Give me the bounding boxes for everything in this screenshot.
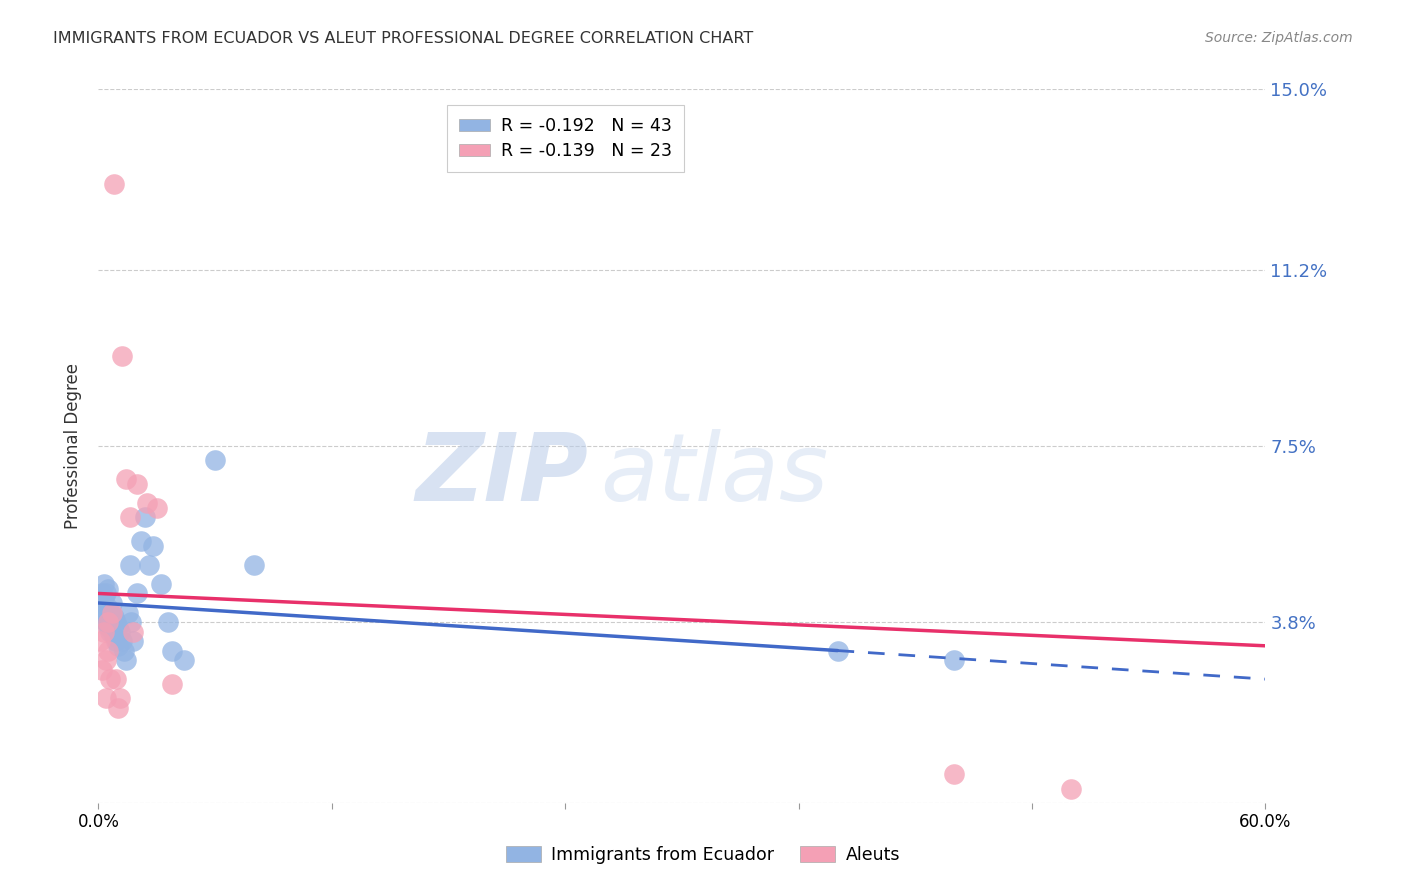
Point <box>114 472 136 486</box>
Point <box>204 453 226 467</box>
Point <box>97 600 120 615</box>
Point <box>89 606 111 620</box>
Point <box>93 577 115 591</box>
Point <box>96 615 118 629</box>
Point <box>107 700 129 714</box>
Point <box>91 663 114 677</box>
Legend: Immigrants from Ecuador, Aleuts: Immigrants from Ecuador, Aleuts <box>498 838 908 872</box>
Point <box>157 615 180 629</box>
Point <box>111 349 134 363</box>
Point <box>104 615 127 629</box>
Point <box>112 643 135 657</box>
Point <box>1060 781 1083 796</box>
Point <box>93 591 115 606</box>
Point <box>91 586 114 600</box>
Point <box>243 558 266 572</box>
Point <box>91 596 114 610</box>
Point <box>103 629 125 643</box>
Point <box>101 615 124 629</box>
Point <box>89 634 111 648</box>
Point <box>149 577 172 591</box>
Point <box>943 653 966 667</box>
Point <box>101 606 124 620</box>
Y-axis label: Professional Degree: Professional Degree <box>65 363 83 529</box>
Point <box>122 624 145 639</box>
Point <box>97 615 120 629</box>
Text: atlas: atlas <box>600 429 828 520</box>
Point <box>97 582 120 596</box>
Point <box>93 624 115 639</box>
Point <box>96 691 118 706</box>
Legend: R = -0.192   N = 43, R = -0.139   N = 23: R = -0.192 N = 43, R = -0.139 N = 23 <box>447 105 683 172</box>
Point <box>107 620 129 634</box>
Point <box>943 767 966 781</box>
Point <box>108 624 131 639</box>
Point <box>96 653 118 667</box>
Point <box>827 643 849 657</box>
Text: IMMIGRANTS FROM ECUADOR VS ALEUT PROFESSIONAL DEGREE CORRELATION CHART: IMMIGRANTS FROM ECUADOR VS ALEUT PROFESS… <box>53 31 754 46</box>
Point <box>93 600 115 615</box>
Point <box>118 510 141 524</box>
Point <box>127 586 149 600</box>
Point <box>111 634 134 648</box>
Point <box>162 677 184 691</box>
Point <box>96 586 118 600</box>
Point <box>103 178 125 192</box>
Point <box>117 606 139 620</box>
Text: ZIP: ZIP <box>416 428 589 521</box>
Point <box>129 534 152 549</box>
Point <box>98 624 121 639</box>
Point <box>146 500 169 515</box>
Point <box>103 610 125 624</box>
Point <box>97 643 120 657</box>
Point <box>98 606 121 620</box>
Point <box>138 558 160 572</box>
Point <box>107 639 129 653</box>
Point <box>108 691 131 706</box>
Point <box>114 653 136 667</box>
Point <box>121 615 143 629</box>
Point <box>104 672 127 686</box>
Point <box>142 539 165 553</box>
Point <box>98 672 121 686</box>
Point <box>162 643 184 657</box>
Text: Source: ZipAtlas.com: Source: ZipAtlas.com <box>1205 31 1353 45</box>
Point <box>122 634 145 648</box>
Point <box>173 653 195 667</box>
Point <box>101 596 124 610</box>
Point <box>97 620 120 634</box>
Point <box>118 558 141 572</box>
Point <box>104 634 127 648</box>
Point <box>136 496 159 510</box>
Point <box>127 477 149 491</box>
Point <box>134 510 156 524</box>
Point <box>96 606 118 620</box>
